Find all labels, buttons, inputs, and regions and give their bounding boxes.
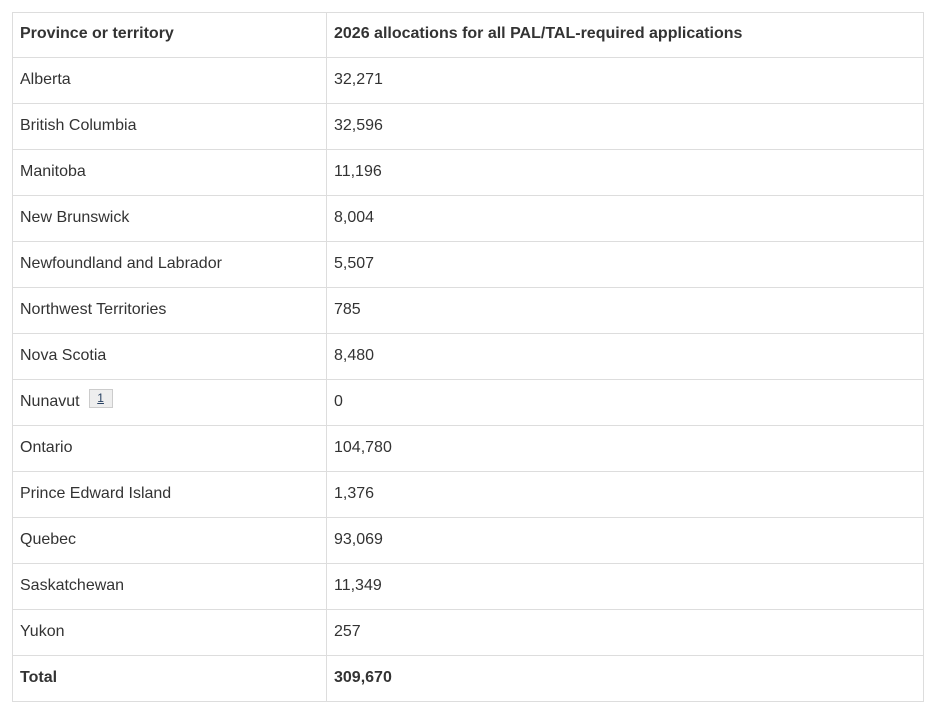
table-row: Alberta 32,271 [12,57,924,104]
value-cell: 5,507 [326,241,924,288]
table-header: Province or territory 2026 allocations f… [12,12,924,58]
total-row: Total 309,670 [12,655,924,702]
allocation-value: 11,349 [334,577,382,594]
allocation-value: 8,480 [334,347,375,364]
allocations-table: Province or territory 2026 allocations f… [12,12,924,702]
value-cell: 32,271 [326,57,924,104]
allocation-value: 0 [334,393,343,410]
table-row: New Brunswick 8,004 [12,195,924,242]
table-row: Manitoba 11,196 [12,149,924,196]
table-body: Alberta 32,271 British Columbia 32,596 M… [12,57,924,656]
table-row: British Columbia 32,596 [12,103,924,150]
allocation-value: 93,069 [334,531,383,548]
total-label-cell: Total [12,655,327,702]
table-row: Prince Edward Island 1,376 [12,471,924,518]
province-label: British Columbia [20,117,137,134]
allocation-value: 32,596 [334,117,383,134]
province-cell: New Brunswick [12,195,327,242]
table-row: Saskatchewan 11,349 [12,563,924,610]
value-cell: 11,349 [326,563,924,610]
province-cell: Prince Edward Island [12,471,327,518]
province-label: Newfoundland and Labrador [20,255,222,272]
value-cell: 257 [326,609,924,656]
table-row: Nunavut 1 0 [12,379,924,426]
footnote-marker: 1 [88,389,113,408]
value-cell: 785 [326,287,924,334]
value-cell: 1,376 [326,471,924,518]
allocation-value: 104,780 [334,439,392,456]
value-cell: 93,069 [326,517,924,564]
allocation-value: 32,271 [334,71,383,88]
province-cell: Newfoundland and Labrador [12,241,327,288]
province-label: Saskatchewan [20,577,125,594]
province-cell: Alberta [12,57,327,104]
table-row: Newfoundland and Labrador 5,507 [12,241,924,288]
footnote-box: 1 [88,389,113,408]
table-row: Ontario 104,780 [12,425,924,472]
footnote-1-link[interactable]: 1 [97,391,104,405]
province-label: Alberta [20,71,71,88]
value-cell: 0 [326,379,924,426]
allocation-value: 11,196 [334,163,382,180]
province-label: New Brunswick [20,209,130,226]
province-cell: Northwest Territories [12,287,327,334]
table-row: Yukon 257 [12,609,924,656]
header-row: Province or territory 2026 allocations f… [12,12,924,58]
table-footer: Total 309,670 [12,655,924,702]
province-cell: Quebec [12,517,327,564]
allocation-value: 5,507 [334,255,375,272]
province-cell: Nova Scotia [12,333,327,380]
table-row: Quebec 93,069 [12,517,924,564]
province-label: Manitoba [20,163,86,180]
allocation-value: 8,004 [334,209,375,226]
province-label: Ontario [20,439,73,456]
province-cell: Nunavut 1 [12,379,327,426]
province-cell: Manitoba [12,149,327,196]
value-cell: 11,196 [326,149,924,196]
allocation-value: 257 [334,623,361,640]
province-cell: Yukon [12,609,327,656]
total-value-cell: 309,670 [326,655,924,702]
province-label: Northwest Territories [20,301,167,318]
table-row: Nova Scotia 8,480 [12,333,924,380]
column-header-province: Province or territory [12,12,327,58]
province-cell: Saskatchewan [12,563,327,610]
allocation-value: 1,376 [334,485,375,502]
province-label: Prince Edward Island [20,485,172,502]
value-cell: 32,596 [326,103,924,150]
province-cell: Ontario [12,425,327,472]
province-cell: British Columbia [12,103,327,150]
province-label: Quebec [20,531,77,548]
allocation-value: 785 [334,301,361,318]
value-cell: 8,004 [326,195,924,242]
value-cell: 8,480 [326,333,924,380]
province-label: Nova Scotia [20,347,107,364]
province-label: Yukon [20,623,65,640]
table-row: Northwest Territories 785 [12,287,924,334]
province-label: Nunavut [20,393,80,410]
value-cell: 104,780 [326,425,924,472]
column-header-allocations: 2026 allocations for all PAL/TAL-require… [326,12,924,58]
